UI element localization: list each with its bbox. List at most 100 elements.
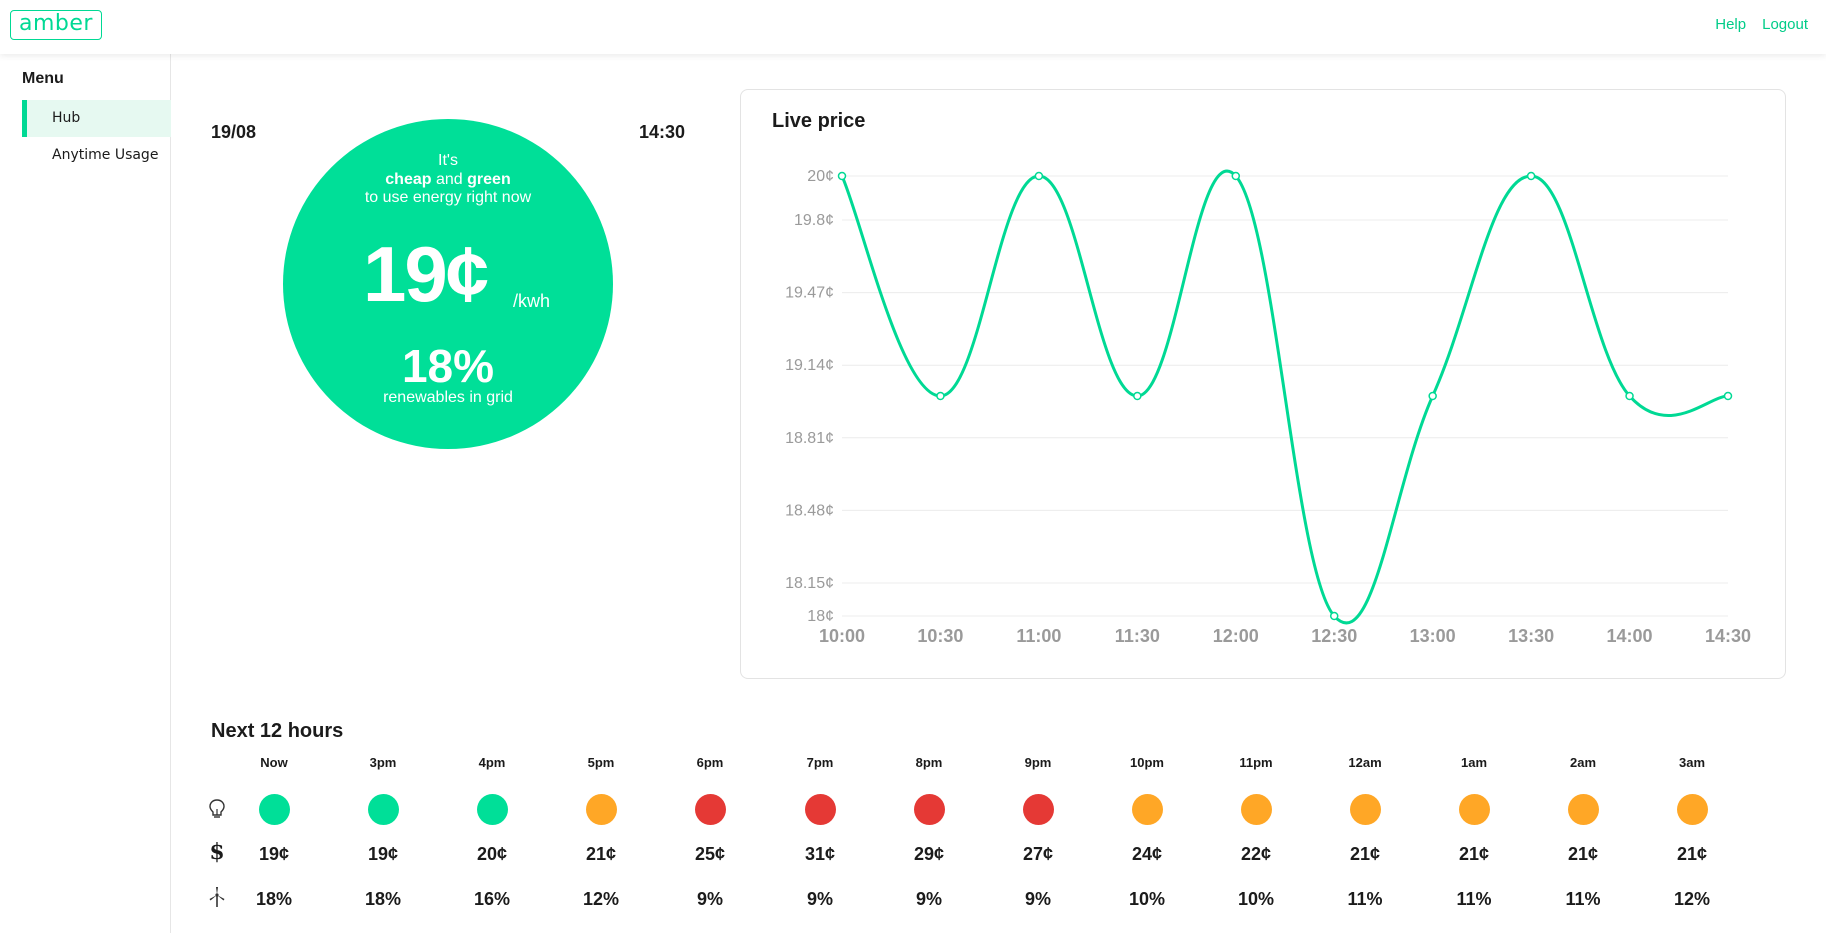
price-unit: /kwh	[513, 291, 551, 311]
forecast-renewables: 18%	[364, 889, 402, 909]
price-data-point	[1034, 171, 1044, 181]
price-data-point	[837, 171, 847, 181]
wind-turbine-icon	[207, 886, 227, 908]
price-data-point	[1329, 611, 1339, 621]
forecast-renewables: 9%	[806, 889, 833, 909]
forecast-renewables: 18%	[255, 889, 293, 909]
forecast-price: 21¢	[1349, 844, 1381, 864]
x-tick-label: 14:00	[1607, 626, 1653, 646]
forecast-status-dot	[1132, 794, 1163, 825]
forecast-hour-label: 9pm	[1024, 755, 1052, 770]
y-tick-label: 18.81¢	[785, 430, 834, 447]
forecast-price: 24¢	[1131, 844, 1163, 864]
forecast-status-dot	[805, 794, 836, 825]
forecast-price: 21¢	[1567, 844, 1599, 864]
sidebar-item-hub[interactable]: Hub	[22, 100, 171, 137]
forecast-renewables: 10%	[1237, 889, 1275, 909]
y-tick-label: 18.48¢	[785, 502, 834, 519]
forecast-renewables: 9%	[696, 889, 723, 909]
forecast-renewables: 10%	[1128, 889, 1166, 909]
forecast-hour-label: 3pm	[369, 755, 397, 770]
status-and: and	[435, 171, 463, 188]
x-tick-label: 10:30	[917, 626, 963, 646]
x-tick-label: 13:30	[1508, 626, 1554, 646]
forecast-hour-label: 8pm	[915, 755, 943, 770]
forecast-hour-label: 4pm	[478, 755, 506, 770]
forecast-hour-label: 7pm	[806, 755, 834, 770]
price-data-point	[1526, 171, 1536, 181]
forecast-status-dot	[1241, 794, 1272, 825]
forecast-status-dot	[1350, 794, 1381, 825]
x-tick-label: 13:00	[1410, 626, 1456, 646]
status-cheap: cheap	[385, 171, 432, 188]
y-tick-label: 20¢	[807, 168, 834, 185]
sidebar: Menu Hub Anytime Usage	[0, 54, 171, 933]
x-tick-label: 11:30	[1115, 626, 1160, 646]
forecast-renewables: 12%	[582, 889, 620, 909]
forecast-renewables: 9%	[1024, 889, 1051, 909]
forecast-hour-label: 6pm	[696, 755, 724, 770]
price-data-point	[1231, 171, 1241, 181]
forecast-status-dot	[259, 794, 290, 825]
forecast-hour-label: 11pm	[1239, 755, 1273, 770]
price-data-point	[1133, 391, 1142, 401]
current-date: 19/08	[211, 122, 257, 142]
y-tick-label: 18¢	[807, 608, 834, 625]
forecast-price: 19¢	[367, 844, 399, 864]
forecast-renewables: 11%	[1347, 889, 1383, 909]
forecast-status-dot	[1677, 794, 1708, 825]
sidebar-item-anytime-usage[interactable]: Anytime Usage	[52, 147, 159, 163]
forecast-price: 21¢	[585, 844, 617, 864]
forecast-hour-label: Now	[260, 755, 288, 770]
forecast-hour-label: 2am	[1569, 755, 1597, 770]
bulb-icon	[207, 798, 227, 820]
chart-title: Live price	[772, 110, 866, 132]
forecast-price: 25¢	[694, 844, 726, 864]
forecast-renewables: 16%	[473, 889, 511, 909]
price-data-point	[1428, 391, 1437, 401]
forecast-status-dot	[695, 794, 726, 825]
live-price-chart: 18¢ 18.15¢ 18.48¢ 18.81¢ 19.14¢ 19.47¢ 19.8¢ 20…	[785, 168, 1751, 646]
y-tick-label: 18.15¢	[785, 575, 834, 592]
forecast-renewables: 11%	[1456, 889, 1492, 909]
menu-title: Menu	[22, 70, 64, 87]
forecast-renewables: 9%	[915, 889, 942, 909]
amber-logo[interactable]: amber	[10, 10, 102, 40]
forecast-price: 20¢	[476, 844, 508, 864]
current-time: 14:30	[639, 122, 686, 142]
help-link[interactable]: Help	[1715, 16, 1747, 33]
forecast-price: 21¢	[1676, 844, 1708, 864]
forecast-title: Next 12 hours	[211, 720, 344, 742]
y-tick-label: 19.47¢	[785, 285, 834, 302]
y-tick-label: 19.14¢	[785, 357, 834, 374]
forecast-price: 22¢	[1240, 844, 1272, 864]
status-line-2: cheap and green	[283, 171, 613, 189]
forecast-hour-label: 1am	[1460, 755, 1488, 770]
live-price-card: 18¢ 18.15¢ 18.48¢ 18.81¢ 19.14¢ 19.47¢ 19.8¢ 20…	[740, 89, 1786, 679]
forecast-status-dot	[477, 794, 508, 825]
x-tick-label: 12:00	[1213, 626, 1259, 646]
forecast-hour-label: 5pm	[587, 755, 615, 770]
forecast-status-dot	[586, 794, 617, 825]
forecast-renewables: 12%	[1673, 889, 1711, 909]
y-tick-label: 19.8¢	[794, 212, 834, 229]
top-bar: amber Help Logout	[0, 0, 1826, 54]
current-price: 19¢	[363, 230, 489, 318]
renewables-percent: 18%	[401, 340, 495, 392]
forecast-price: 19¢	[258, 844, 290, 864]
forecast-hour-label: 12am	[1348, 755, 1382, 770]
status-line-1: It's	[438, 152, 458, 169]
forecast-status-dot	[914, 794, 945, 825]
header-links: Help Logout	[1715, 16, 1808, 33]
forecast-status-dot	[368, 794, 399, 825]
renewables-label: renewables in grid	[383, 389, 513, 406]
logout-link[interactable]: Logout	[1762, 16, 1808, 33]
price-status-circle: It's cheap and green to use energy right…	[283, 119, 613, 449]
price-data-point	[936, 391, 945, 401]
forecast-price: 29¢	[913, 844, 945, 864]
status-green: green	[467, 171, 511, 188]
forecast-status-dot	[1023, 794, 1054, 825]
x-tick-label: 10:00	[819, 626, 865, 646]
forecast-price: 27¢	[1022, 844, 1054, 864]
forecast-status-dot	[1568, 794, 1599, 825]
